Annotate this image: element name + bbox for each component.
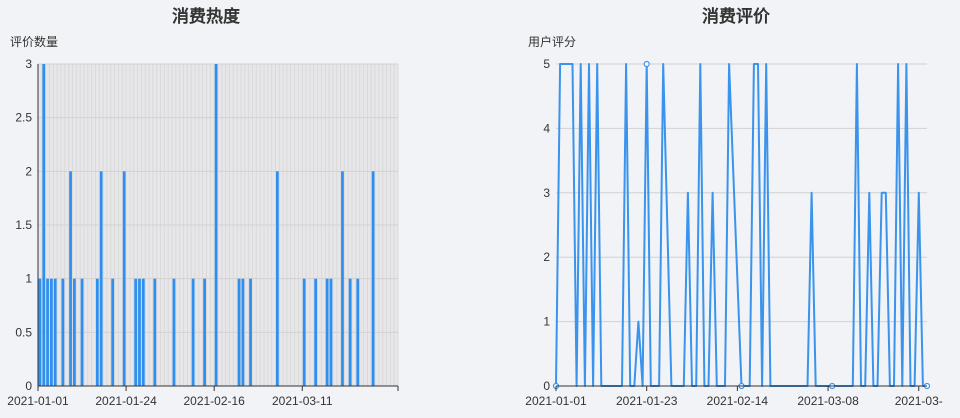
chart-consumption-rating: 消费评价 用户评分 0 1 2 3 4 5 2021-01-01 2021-01-23 2021… <box>525 6 942 408</box>
bar <box>341 171 344 386</box>
bar <box>214 64 218 386</box>
chart-1-y-tick-label: 1.5 <box>15 218 32 232</box>
bar <box>61 278 65 386</box>
chart-2-y-tick-label: 1 <box>543 315 550 329</box>
bar <box>134 278 138 386</box>
chart-1-y-tick-label: 2.5 <box>15 111 32 125</box>
chart-2-y-tick-label: 0 <box>543 379 550 393</box>
bar <box>50 278 53 386</box>
bar <box>275 171 279 386</box>
chart-2-line <box>552 60 931 390</box>
chart-2-x-tick-label: 2021-01-23 <box>616 394 678 408</box>
chart-2-grid <box>556 63 927 387</box>
chart-1-y-tick-label: 3 <box>25 57 32 71</box>
series-line <box>555 63 927 387</box>
chart-2-x-tick-label: 2021-03- <box>895 394 943 408</box>
chart-2-y-tick-label: 5 <box>543 57 550 71</box>
bar <box>325 278 329 386</box>
bar <box>371 171 375 386</box>
bar <box>80 278 84 386</box>
chart-1-title: 消费热度 <box>172 6 241 26</box>
chart-1-x-tick-label: 2021-01-24 <box>95 394 157 408</box>
chart-2-y-tick-label: 2 <box>543 250 550 264</box>
bar <box>141 278 145 386</box>
chart-1-y-tick-label: 0.5 <box>15 325 32 339</box>
chart-1-y-tick-label: 0 <box>25 379 32 393</box>
bar <box>122 171 126 386</box>
bar <box>153 278 157 386</box>
chart-1-x-tick-label: 2021-03-11 <box>272 394 333 408</box>
bar <box>302 278 306 386</box>
chart-1-y-tick-label: 2 <box>25 164 32 178</box>
bar <box>42 64 46 386</box>
chart-1-y-tick-label: 1 <box>25 272 32 286</box>
bar <box>348 278 352 386</box>
bar <box>69 171 72 386</box>
bar <box>249 278 252 386</box>
chart-consumption-heat: 消费热度 评价数量 0 0.5 1 1.5 2 2.5 3 2021-01-01 2021-01… <box>7 6 399 408</box>
bar <box>191 278 195 386</box>
bar <box>241 278 245 386</box>
bar <box>46 278 49 386</box>
chart-2-title: 消费评价 <box>702 6 771 26</box>
bar <box>356 278 360 386</box>
bar <box>203 278 206 386</box>
bar <box>99 171 103 386</box>
bar <box>237 278 241 386</box>
bar <box>138 278 141 386</box>
bar <box>95 278 99 386</box>
chart-1-x-tick-label: 2021-02-16 <box>183 394 245 408</box>
chart-2-axes: 0 1 2 3 4 5 2021-01-01 2021-01-23 2021-02-14 2021… <box>525 57 942 408</box>
bar <box>314 278 318 386</box>
bar <box>111 278 115 386</box>
bar <box>53 278 57 386</box>
chart-2-x-tick-label: 2021-02-14 <box>707 394 769 408</box>
chart-2-x-tick-label: 2021-01-01 <box>525 394 587 408</box>
chart-2-y-tick-label: 3 <box>543 186 550 200</box>
chart-1-x-tick-label: 2021-01-01 <box>7 394 69 408</box>
chart-2-x-tick-label: 2021-03-08 <box>797 394 859 408</box>
data-point <box>643 60 650 68</box>
bar <box>329 278 333 386</box>
bar <box>73 278 76 386</box>
chart-1-axes: 0 0.5 1 1.5 2 2.5 3 2021-01-01 2021-01-24 2021-02… <box>7 57 399 408</box>
bar <box>38 278 42 386</box>
bar <box>172 278 176 386</box>
chart-2-y-tick-label: 4 <box>543 121 550 135</box>
chart-2-y-axis-label: 用户评分 <box>528 34 576 49</box>
chart-1-bars <box>38 64 375 386</box>
chart-1-y-axis-label: 评价数量 <box>10 34 58 49</box>
